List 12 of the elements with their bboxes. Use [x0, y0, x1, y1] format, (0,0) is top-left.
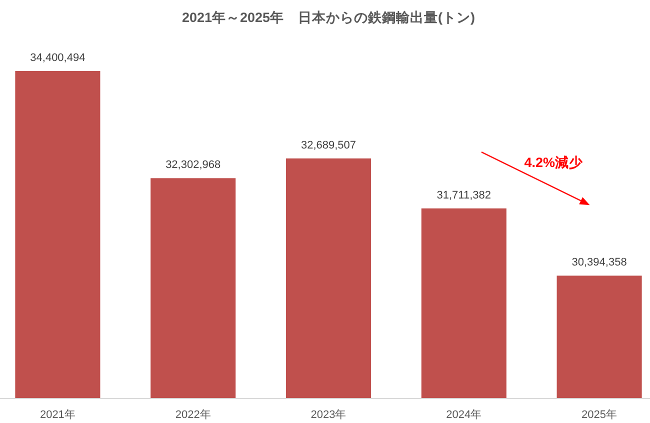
data-label: 30,394,358: [572, 256, 627, 269]
data-label: 34,400,494: [30, 52, 86, 64]
x-tick-label: 2021年: [40, 409, 76, 421]
data-label: 32,689,507: [300, 139, 356, 152]
data-label: 32,302,968: [166, 159, 221, 172]
chart-title: 2021年～2025年 日本からの鉄鋼輸出量(トン): [182, 10, 476, 25]
x-tick-label: 2022年: [175, 409, 211, 421]
annotation: 4.2%減少: [524, 155, 584, 170]
x-tick-label: 2023年: [310, 409, 346, 421]
x-tick-label: 2025年: [582, 409, 618, 421]
x-tick-label: 2024年: [446, 409, 482, 421]
data-label: 31,711,382: [436, 189, 492, 202]
